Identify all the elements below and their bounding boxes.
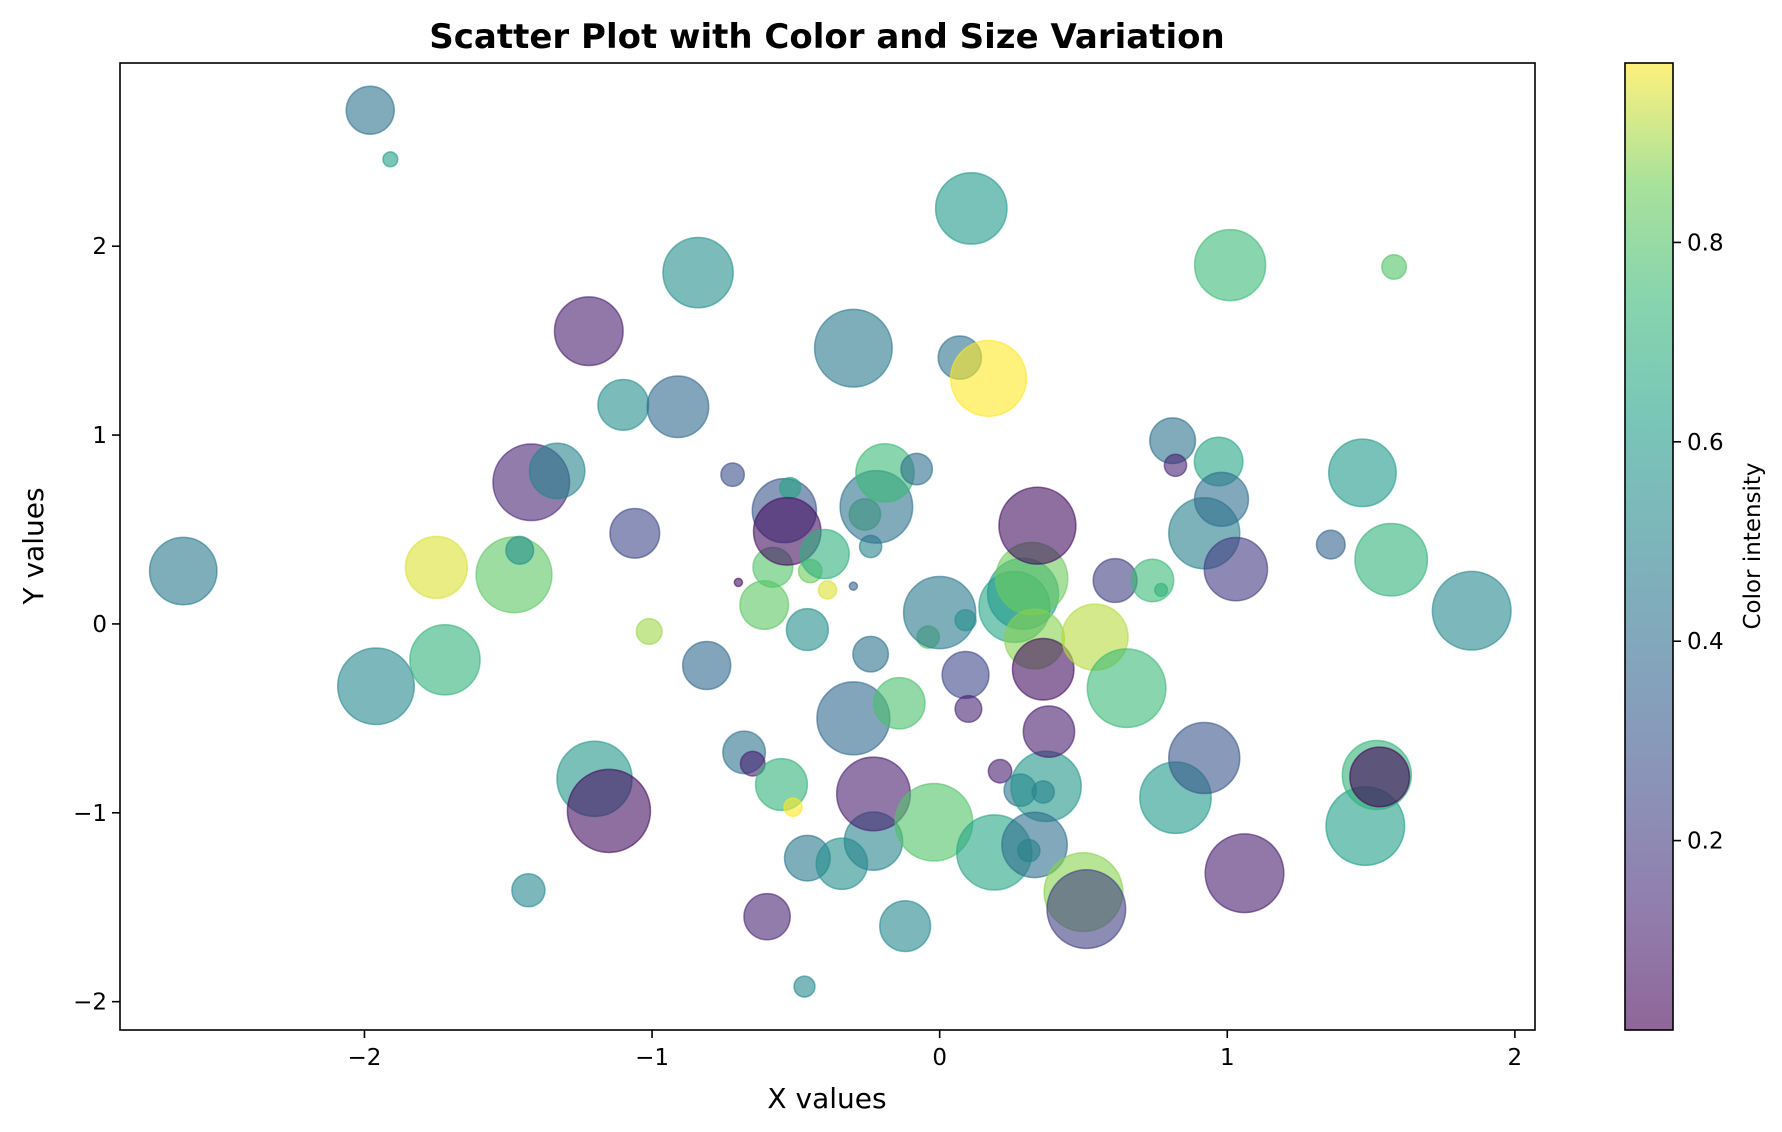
colorbar-tick-label: 0.4 xyxy=(1687,629,1724,655)
scatter-point-74 xyxy=(1022,705,1076,758)
y-tick-label: 1 xyxy=(92,423,107,449)
chart-title: Scatter Plot with Color and Size Variati… xyxy=(429,17,1224,57)
scatter-point-97 xyxy=(1354,522,1429,597)
scatter-point-93 xyxy=(1327,438,1397,508)
y-axis: −2 −1 0 1 2 xyxy=(73,234,120,1016)
scatter-point-86 xyxy=(1168,721,1241,795)
scatter-point-96 xyxy=(1349,746,1411,808)
scatter-point-18 xyxy=(662,236,734,309)
colorbar-tick-label: 0.8 xyxy=(1687,230,1724,256)
scatter-point-72 xyxy=(1001,811,1068,879)
scatter-point-81 xyxy=(1153,582,1169,598)
scatter-point-41 xyxy=(813,308,893,388)
scatter-point-57 xyxy=(941,650,990,700)
scatter-point-89 xyxy=(1193,228,1267,302)
scatter-point-83 xyxy=(1163,453,1188,478)
scatter-point-88 xyxy=(1193,471,1250,527)
scatter-point-5 xyxy=(409,623,481,696)
scatter-point-2 xyxy=(148,536,218,606)
y-axis-label: Y values xyxy=(17,487,50,605)
scatter-point-27 xyxy=(754,757,809,812)
colorbar xyxy=(1625,63,1673,1030)
x-axis: −2 −1 0 1 2 xyxy=(348,1030,1523,1071)
scatter-point-39 xyxy=(848,581,859,591)
scatter-point-99 xyxy=(1431,570,1512,651)
x-tick-label: 0 xyxy=(932,1045,947,1071)
colorbar-tick-label: 0.6 xyxy=(1687,430,1724,456)
scatter-point-25 xyxy=(743,892,791,941)
scatter-point-56 xyxy=(954,608,977,632)
scatter-point-19 xyxy=(681,640,732,691)
x-tick-label: 2 xyxy=(1508,1045,1523,1071)
y-tick-label: 0 xyxy=(92,612,107,638)
colorbar-label: Color intensity xyxy=(1740,462,1766,629)
scatter-point-59 xyxy=(934,171,1008,245)
x-tick-label: −2 xyxy=(348,1045,382,1071)
scatter-point-10 xyxy=(511,872,546,908)
scatter-point-1 xyxy=(382,151,399,168)
plot-frame xyxy=(119,62,1536,1031)
scatter-point-79 xyxy=(1086,648,1167,729)
scatter-point-91 xyxy=(1204,833,1285,914)
scatter-point-32 xyxy=(793,975,816,998)
scatter-point-20 xyxy=(720,462,746,488)
scatter-point-73 xyxy=(1011,637,1075,701)
scatter-point-71 xyxy=(1010,750,1082,823)
x-tick-label: −1 xyxy=(635,1045,669,1071)
scatter-point-44 xyxy=(852,635,890,673)
scatter-point-29 xyxy=(778,476,802,500)
colorbar-tick-label: 0.2 xyxy=(1687,829,1724,855)
scatter-point-92 xyxy=(1315,529,1346,560)
scatter-point-16 xyxy=(635,617,663,646)
scatter-point-58 xyxy=(954,694,983,724)
scatter-point-33 xyxy=(785,607,830,652)
colorbar-frame xyxy=(1624,62,1674,1031)
scatter-point-15 xyxy=(609,507,661,559)
x-tick-label: 1 xyxy=(1220,1045,1235,1071)
scatter-point-76 xyxy=(1046,869,1127,950)
scatter-point-4 xyxy=(404,535,469,599)
scatter-point-9 xyxy=(528,442,586,500)
points-layer xyxy=(148,85,1512,998)
scatter-point-21 xyxy=(733,577,744,588)
scatter-point-51 xyxy=(900,452,934,486)
scatter-point-80 xyxy=(1130,558,1175,603)
x-axis-label: X values xyxy=(767,1082,886,1115)
scatter-point-62 xyxy=(987,758,1013,784)
scatter-point-69 xyxy=(998,486,1077,565)
scatter-point-13 xyxy=(566,768,652,854)
scatter-point-98 xyxy=(1381,253,1408,280)
scatter-point-37 xyxy=(817,580,838,600)
y-tick-label: −1 xyxy=(73,801,107,827)
scatter-point-3 xyxy=(336,647,415,726)
scatter-point-50 xyxy=(879,900,932,953)
scatter-point-78 xyxy=(1092,557,1138,604)
scatter-point-54 xyxy=(902,575,977,650)
scatter-point-49 xyxy=(873,676,926,730)
scatter-point-60 xyxy=(949,339,1028,418)
scatter-point-17 xyxy=(646,375,710,439)
y-tick-label: −2 xyxy=(73,990,107,1016)
y-tick-label: 2 xyxy=(92,234,107,260)
scatter-point-7 xyxy=(505,535,535,565)
scatter-point-11 xyxy=(553,296,624,367)
colorbar-ticks: 0.2 0.4 0.6 0.8 xyxy=(1673,230,1724,855)
scatter-point-24 xyxy=(739,580,790,631)
scatter-point-14 xyxy=(597,378,650,431)
scatter-point-36 xyxy=(799,528,850,580)
scatter-point-0 xyxy=(345,85,395,135)
scatter-point-31 xyxy=(783,797,803,817)
scatter-point-90 xyxy=(1203,536,1269,602)
